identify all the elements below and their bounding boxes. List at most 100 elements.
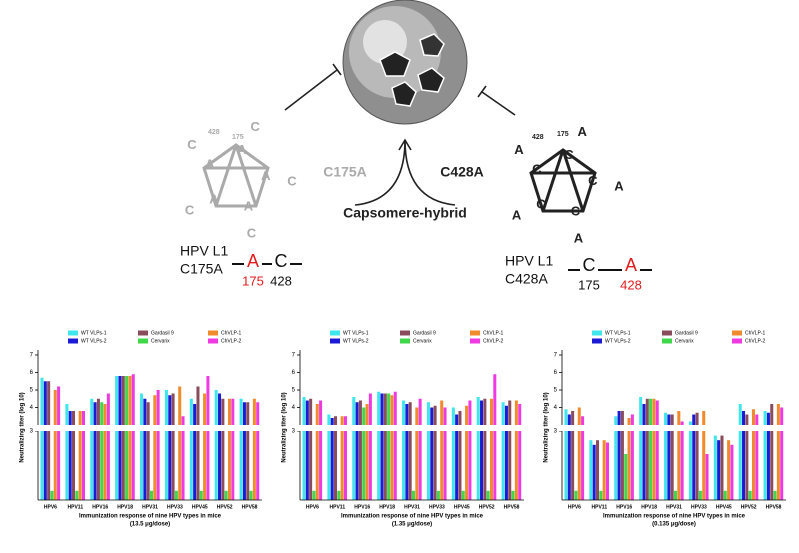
vertex-letter: A	[237, 142, 247, 157]
bar	[599, 490, 603, 500]
vertex-letter: A	[512, 208, 522, 223]
x-tick-label: HPV31	[666, 504, 682, 510]
bar	[702, 411, 706, 500]
bar	[605, 442, 609, 500]
chart-subtitle: (0.135 μg/dose)	[652, 522, 696, 528]
bar	[720, 435, 724, 500]
residue-number: 428	[270, 273, 292, 288]
bar	[103, 404, 107, 500]
vertex-letter: C	[185, 203, 195, 218]
hybrid-label: Capsomere-hybrid	[343, 205, 467, 221]
bar	[249, 490, 253, 500]
bar	[458, 411, 462, 500]
bar	[745, 414, 749, 500]
y-tick-label: 4	[292, 405, 296, 411]
x-tick-label: HPV6	[568, 504, 581, 510]
y-axis-label: Neutralizing titer (log 10)	[20, 392, 26, 462]
bar	[501, 402, 505, 500]
left-pentagon	[202, 143, 270, 208]
axis-break	[296, 425, 526, 431]
bar	[639, 397, 643, 500]
bar	[642, 404, 646, 500]
bar	[337, 490, 341, 500]
legend-swatch	[662, 330, 672, 336]
chart-subtitle: (1.35 μg/dose)	[392, 522, 432, 528]
legend-label: Cervarix	[413, 338, 432, 344]
bar	[614, 416, 618, 500]
bar	[468, 400, 472, 500]
x-tick-label: HPV16	[354, 504, 370, 510]
bar	[402, 400, 406, 500]
bar	[393, 391, 397, 500]
bar	[514, 400, 518, 500]
bar	[408, 402, 412, 500]
bar	[680, 421, 684, 500]
bar	[589, 440, 593, 500]
x-tick-label: HPV45	[192, 504, 208, 510]
bar	[455, 414, 459, 500]
legend-swatch	[470, 338, 480, 344]
bar	[698, 490, 702, 500]
bar	[72, 411, 76, 500]
bar	[486, 490, 490, 500]
bar	[40, 377, 44, 500]
x-axis-label: Immunization response of nine HPV types …	[341, 514, 484, 520]
legend-label: ChVLP-1	[483, 330, 504, 336]
bar	[231, 398, 235, 500]
bar	[596, 440, 600, 500]
bar	[436, 490, 440, 500]
bar	[319, 400, 323, 500]
bar	[315, 404, 319, 500]
x-axis-label: Immunization response of nine HPV types …	[603, 514, 746, 520]
bar	[75, 490, 79, 500]
bar	[717, 440, 721, 500]
bar	[705, 454, 709, 500]
bar	[755, 414, 759, 500]
bar	[106, 393, 110, 500]
pentagon-number: 428	[532, 134, 544, 141]
bar	[181, 416, 185, 500]
y-tick-label: 5	[30, 388, 34, 394]
legend-label: ChVLP-2	[221, 338, 242, 344]
residue-number: 175	[242, 273, 264, 288]
legend-label: ChVLP-2	[745, 338, 766, 344]
vertex-letter: A	[578, 124, 588, 139]
x-axis-label: Immunization response of nine HPV types …	[79, 514, 222, 520]
bar	[358, 400, 362, 500]
y-tick-label: 7	[292, 353, 296, 359]
residue: A	[625, 255, 637, 275]
x-tick-label: HPV45	[454, 504, 470, 510]
bar	[655, 400, 659, 500]
legend-swatch	[68, 330, 78, 336]
bar	[713, 435, 717, 500]
protein-label: HPV L1	[180, 243, 228, 259]
bar	[751, 409, 756, 500]
bar	[645, 398, 649, 500]
mutation-label: C175A	[323, 164, 367, 180]
bar	[465, 405, 469, 500]
x-tick-label: HPV52	[479, 504, 495, 510]
bar	[664, 412, 668, 500]
legend-swatch	[208, 338, 218, 344]
bar	[239, 398, 243, 500]
bar	[362, 407, 366, 500]
bar	[574, 490, 578, 500]
bar	[780, 407, 784, 500]
vertex-letter: C	[564, 147, 574, 162]
bar	[418, 398, 422, 500]
protein-label: HPV L1	[505, 253, 553, 269]
bar	[730, 444, 734, 500]
pentagon-number: 175	[232, 134, 244, 141]
legend-swatch	[68, 338, 78, 344]
bar	[178, 386, 182, 500]
bar	[649, 398, 653, 500]
bar	[199, 490, 203, 500]
bar	[443, 407, 447, 500]
vertex-letter: A	[209, 192, 219, 207]
bar	[47, 381, 51, 500]
x-tick-label: HPV52	[217, 504, 233, 510]
bar	[763, 411, 767, 500]
bar	[677, 411, 681, 500]
bar	[773, 490, 777, 500]
vertex-letter: C	[251, 119, 261, 134]
